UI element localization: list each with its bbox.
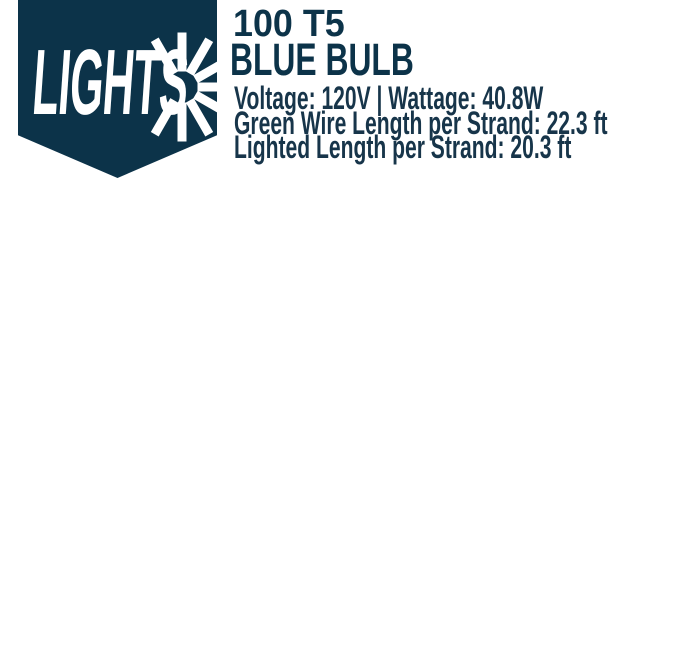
svg-text:LIGHTS: LIGHTS	[30, 31, 192, 135]
